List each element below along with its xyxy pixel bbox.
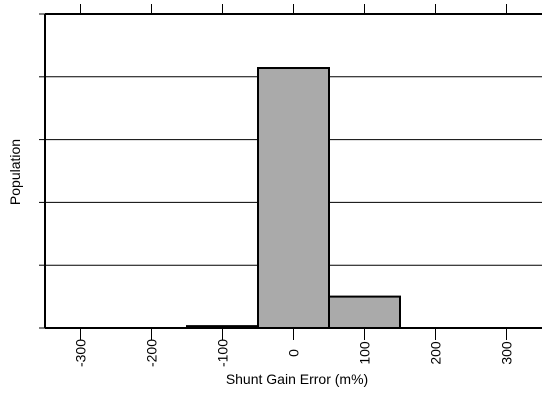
bars bbox=[186, 67, 401, 330]
x-tick-label-4: 100 bbox=[357, 341, 373, 365]
x-axis-label: Shunt Gain Error (m%) bbox=[226, 371, 368, 387]
x-tick-label-2: -100 bbox=[215, 339, 231, 367]
x-tick-label-0: -300 bbox=[73, 339, 89, 367]
ticks: -300 -200 -100 0 100 200 300 bbox=[39, 4, 515, 367]
x-tick-label-3: 0 bbox=[286, 349, 302, 357]
histogram-bar-2 bbox=[328, 295, 401, 330]
x-tick-label-1: -200 bbox=[144, 339, 160, 367]
histogram-bar-1 bbox=[257, 67, 330, 330]
x-tick-label-5: 200 bbox=[428, 341, 444, 365]
x-tick-label-6: 300 bbox=[499, 341, 515, 365]
y-axis-label: Population bbox=[7, 139, 23, 205]
